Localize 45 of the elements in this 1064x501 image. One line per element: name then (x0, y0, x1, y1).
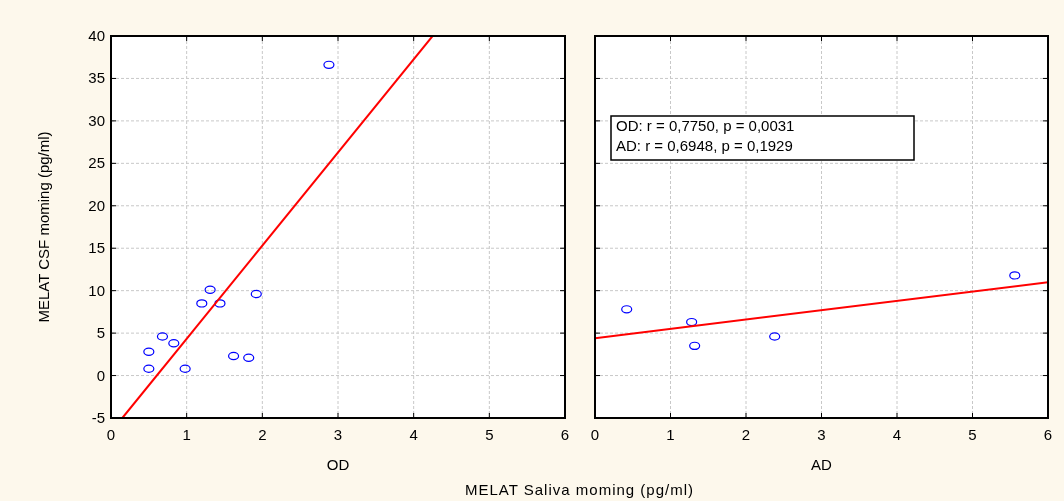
y-axis-title: MELAT CSF moming (pg/ml) (35, 131, 52, 323)
x-axis-title: OD (326, 456, 350, 473)
y-tick-label: 30 (88, 111, 105, 129)
x-tick-label: 3 (817, 426, 826, 443)
point (243, 353, 255, 362)
point (689, 341, 701, 351)
x-tick-label: 4 (409, 426, 418, 443)
point (204, 285, 216, 295)
x-tick-label: 4 (892, 426, 902, 443)
point (323, 60, 335, 70)
x-tick-label: 0 (590, 426, 600, 443)
x-tick-label: 5 (968, 426, 977, 443)
x-tick-label: 5 (485, 426, 494, 443)
y-tick-label: 10 (88, 281, 105, 299)
point (621, 305, 633, 314)
x-tick-label: 2 (258, 426, 267, 443)
point (168, 339, 180, 348)
x-tick-label: 6 (1043, 426, 1053, 443)
x-axis-title: AD (811, 456, 833, 473)
point (769, 332, 781, 341)
point (179, 364, 191, 373)
x-tick-label: 6 (560, 426, 570, 443)
y-tick-label: 15 (88, 239, 105, 257)
point (1009, 271, 1021, 280)
text: MELAT Saliva moming (pg/ml) (464, 481, 695, 498)
point (143, 347, 155, 356)
x-tick-label: 1 (666, 426, 675, 443)
x-tick-label: 2 (741, 426, 751, 443)
point (143, 364, 155, 373)
point (686, 317, 698, 327)
y-tick-label: 5 (96, 324, 105, 342)
y-tick-label: 0 (96, 366, 105, 384)
y-tick-label: -5 (91, 409, 105, 426)
x-tick-label: 1 (182, 426, 191, 443)
annotation: OD: r = 0,7750, p = 0,0031 (616, 117, 795, 134)
point (227, 351, 240, 361)
y-tick-label: 20 (88, 196, 105, 214)
y-tick-label: 35 (88, 69, 105, 87)
y-tick-label: 25 (88, 154, 105, 172)
x-tick-label: 3 (333, 426, 343, 443)
point (214, 299, 226, 308)
point (196, 299, 208, 308)
y-tick-label: 40 (88, 27, 105, 44)
point (250, 289, 262, 299)
annotation: AD: r = 0,6948, p = 0,1929 (616, 137, 793, 154)
